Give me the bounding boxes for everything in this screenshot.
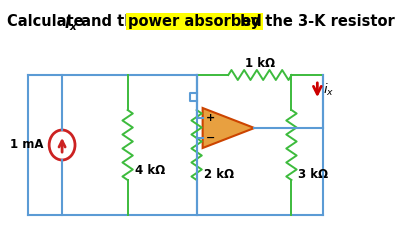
Polygon shape (202, 108, 254, 148)
Text: −: − (205, 133, 215, 143)
Text: Calculate: Calculate (7, 14, 88, 29)
Text: and the: and the (76, 14, 149, 29)
Text: by the 3-K resistor: by the 3-K resistor (234, 14, 393, 29)
Text: $\bfit{i}_x$: $\bfit{i}_x$ (64, 14, 78, 33)
Text: +: + (205, 113, 215, 123)
Text: 2 kΩ: 2 kΩ (203, 168, 233, 181)
Text: $i_x$: $i_x$ (322, 82, 333, 98)
Text: 1 kΩ: 1 kΩ (244, 57, 274, 70)
Text: power absorbed: power absorbed (127, 14, 261, 29)
Text: 3 kΩ: 3 kΩ (298, 168, 328, 181)
Text: 1 mA: 1 mA (10, 138, 43, 152)
Text: 4 kΩ: 4 kΩ (134, 164, 164, 176)
